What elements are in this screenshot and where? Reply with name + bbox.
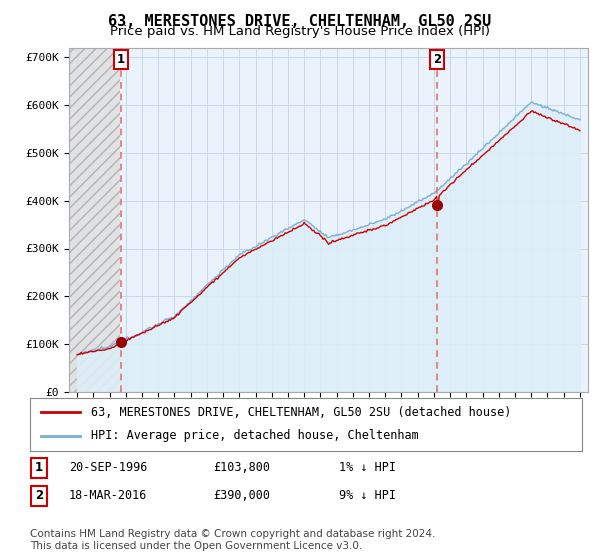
Text: £390,000: £390,000 xyxy=(213,489,270,502)
Text: 1: 1 xyxy=(35,461,43,474)
Text: 63, MERESTONES DRIVE, CHELTENHAM, GL50 2SU: 63, MERESTONES DRIVE, CHELTENHAM, GL50 2… xyxy=(109,14,491,29)
Text: Contains HM Land Registry data © Crown copyright and database right 2024.
This d: Contains HM Land Registry data © Crown c… xyxy=(30,529,436,551)
Text: 1% ↓ HPI: 1% ↓ HPI xyxy=(339,461,396,474)
Text: 2: 2 xyxy=(433,53,442,66)
Bar xyxy=(69,48,121,392)
Text: 9% ↓ HPI: 9% ↓ HPI xyxy=(339,489,396,502)
Text: 1: 1 xyxy=(117,53,125,66)
Text: 63, MERESTONES DRIVE, CHELTENHAM, GL50 2SU (detached house): 63, MERESTONES DRIVE, CHELTENHAM, GL50 2… xyxy=(91,406,511,419)
Text: Price paid vs. HM Land Registry's House Price Index (HPI): Price paid vs. HM Land Registry's House … xyxy=(110,25,490,38)
Text: HPI: Average price, detached house, Cheltenham: HPI: Average price, detached house, Chel… xyxy=(91,430,418,442)
Text: 20-SEP-1996: 20-SEP-1996 xyxy=(69,461,148,474)
Text: 2: 2 xyxy=(35,489,43,502)
Text: 18-MAR-2016: 18-MAR-2016 xyxy=(69,489,148,502)
Text: £103,800: £103,800 xyxy=(213,461,270,474)
